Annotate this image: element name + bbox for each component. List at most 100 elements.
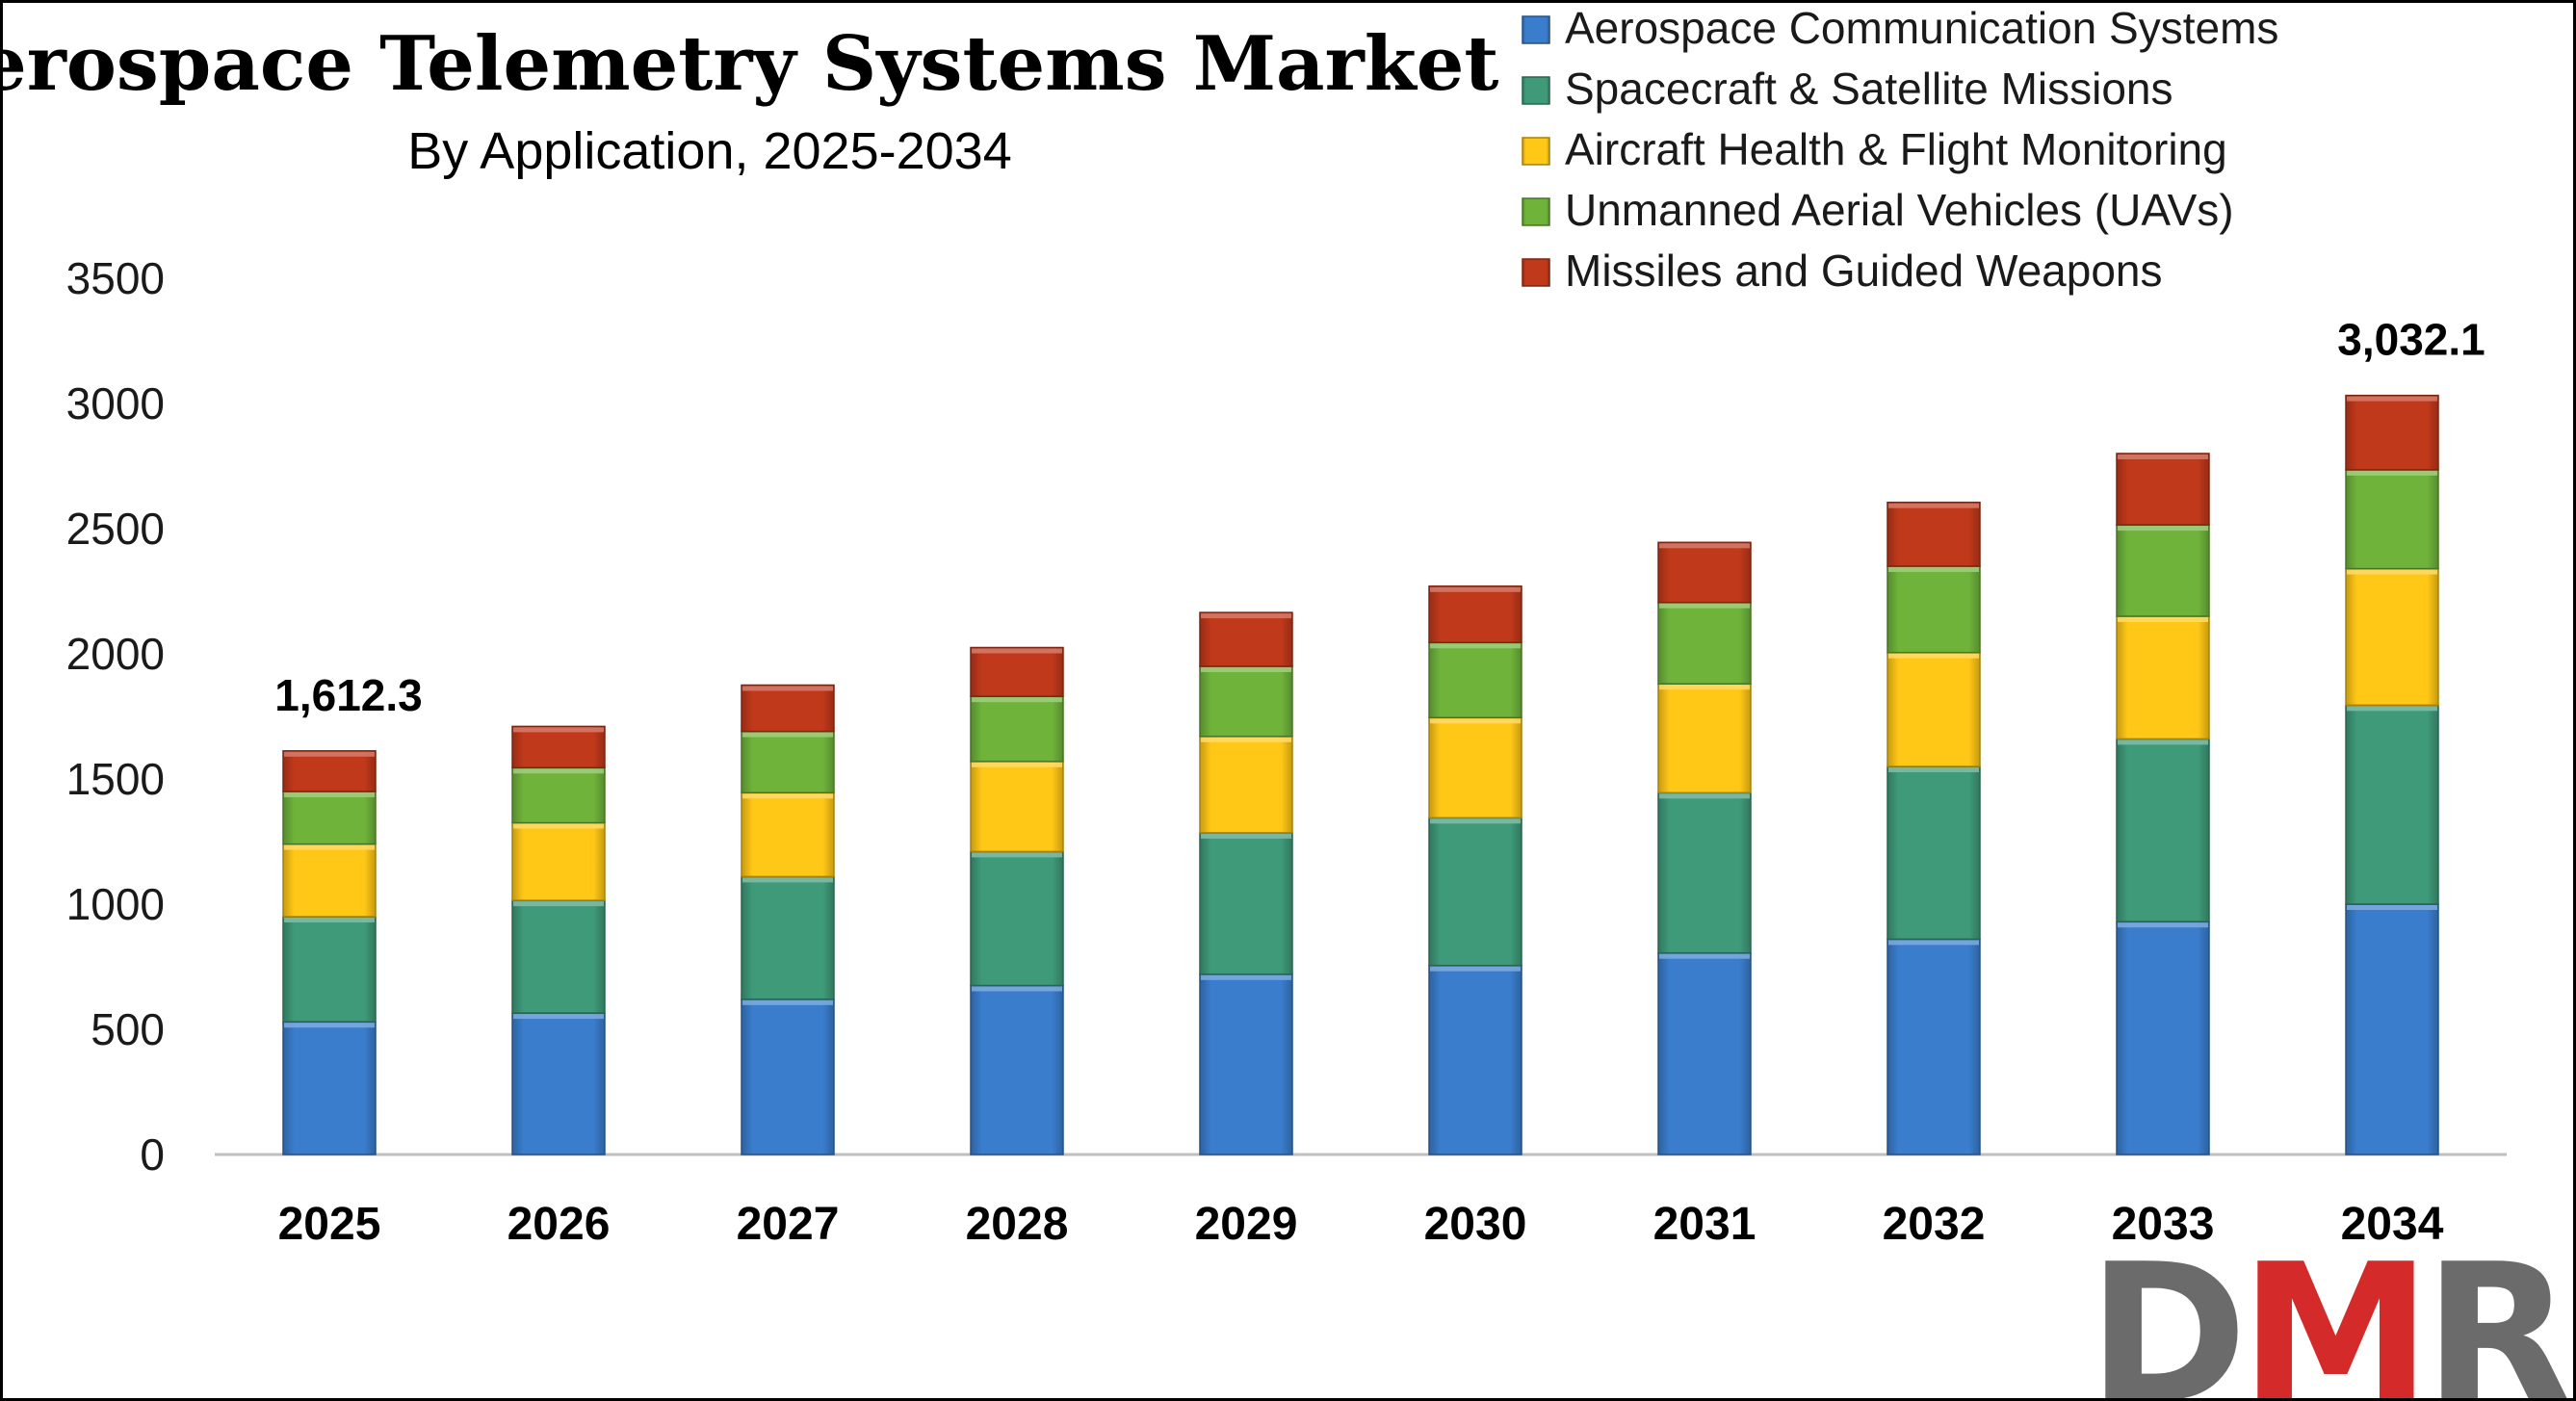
bar-segment-highlight bbox=[972, 697, 1062, 703]
bar-segment-highlight bbox=[1430, 643, 1521, 649]
y-tick-label: 1500 bbox=[66, 754, 165, 804]
bar-segment bbox=[1657, 791, 1752, 954]
annotations-group: 1,612.3 3,032.1 bbox=[274, 315, 2485, 720]
legend-swatch bbox=[1522, 137, 1550, 166]
bar-segment bbox=[1428, 585, 1522, 644]
dmr-logo-letter: D bbox=[2088, 1223, 2240, 1401]
bar-segment-highlight bbox=[2347, 396, 2437, 402]
legend-label: Spacecraft & Satellite Missions bbox=[1565, 64, 2173, 114]
legend-label: Aerospace Communication Systems bbox=[1565, 3, 2278, 53]
bar-segment-highlight bbox=[513, 1014, 604, 1020]
x-tick-label: 2032 bbox=[1883, 1199, 1986, 1250]
bar-segment-highlight bbox=[284, 1023, 375, 1028]
bar-segment bbox=[511, 1012, 606, 1155]
bar-segment-highlight bbox=[1201, 613, 1291, 619]
bar-segment bbox=[2345, 469, 2439, 570]
bar-segment-highlight bbox=[284, 844, 375, 850]
bar-segment bbox=[1428, 716, 1522, 819]
bar-segment-highlight bbox=[1201, 974, 1291, 980]
bar-segment bbox=[741, 999, 835, 1155]
bar-segment-highlight bbox=[1888, 653, 1979, 659]
bar-segment bbox=[1199, 665, 1293, 738]
bar-segment bbox=[1886, 765, 1981, 941]
bar-segment bbox=[1886, 565, 1981, 654]
chart-title: Aerospace Telemetry Systems Market bbox=[3, 20, 1498, 108]
bar-segment-highlight bbox=[1430, 818, 1521, 824]
y-tick-label: 1000 bbox=[66, 879, 165, 929]
bars-group bbox=[282, 394, 2439, 1155]
bar-segment bbox=[1886, 651, 1981, 767]
bar-segment bbox=[282, 750, 377, 792]
bar-segment-highlight bbox=[513, 727, 604, 733]
bar-segment bbox=[970, 695, 1064, 763]
chart-subtitle: By Application, 2025-2034 bbox=[407, 122, 1011, 180]
bar-segment bbox=[282, 916, 377, 1023]
bar-segment-highlight bbox=[1201, 667, 1291, 672]
x-tick-label: 2033 bbox=[2112, 1199, 2215, 1250]
y-tick-label: 500 bbox=[91, 1004, 165, 1054]
bar-segment-highlight bbox=[972, 986, 1062, 992]
bar-segment bbox=[1886, 938, 1981, 1155]
bar-segment-highlight bbox=[2347, 905, 2437, 910]
bar-segment-highlight bbox=[513, 901, 604, 907]
bar-segment bbox=[2116, 615, 2210, 740]
bar-segment bbox=[2116, 524, 2210, 617]
bar-segment bbox=[1199, 832, 1293, 975]
bar-segment bbox=[1886, 501, 1981, 567]
x-tick-label: 2025 bbox=[278, 1199, 381, 1250]
dmr-logo-letter: M bbox=[2240, 1223, 2424, 1401]
bar-segment-highlight bbox=[742, 686, 833, 691]
bar-segment bbox=[970, 646, 1064, 697]
bar-segment-highlight bbox=[1201, 737, 1291, 742]
total-value-label: 3,032.1 bbox=[2337, 315, 2485, 365]
bar-segment-highlight bbox=[1659, 685, 1750, 690]
bar-segment bbox=[511, 766, 606, 824]
bar-segment bbox=[2116, 921, 2210, 1155]
bar-segment-highlight bbox=[1201, 833, 1291, 839]
legend: Aerospace Communication Systems Spacecraf… bbox=[1522, 3, 2278, 296]
x-tick-label: 2034 bbox=[2341, 1199, 2444, 1250]
bar-segment-highlight bbox=[2347, 470, 2437, 476]
bar-segment-highlight bbox=[2347, 569, 2437, 575]
y-tick-label: 3000 bbox=[66, 378, 165, 428]
y-tick-label: 3500 bbox=[66, 253, 165, 303]
legend-label: Missiles and Guided Weapons bbox=[1565, 246, 2162, 296]
legend-label: Aircraft Health & Flight Monitoring bbox=[1565, 124, 2227, 174]
x-axis: 2025 2026 2027 2028 2029 2030 2031 2032 2033 2034 bbox=[278, 1199, 2444, 1250]
bar-segment-highlight bbox=[1430, 718, 1521, 724]
legend-swatch bbox=[1522, 76, 1550, 105]
legend-label: Unmanned Aerial Vehicles (UAVs) bbox=[1565, 185, 2234, 235]
bar-segment-highlight bbox=[1888, 567, 1979, 572]
bar-segment bbox=[1428, 641, 1522, 719]
bar-segment-highlight bbox=[972, 648, 1062, 654]
bar-segment-highlight bbox=[1659, 603, 1750, 609]
bar-segment bbox=[282, 791, 377, 845]
bar-segment-highlight bbox=[742, 793, 833, 799]
bar-segment-highlight bbox=[2118, 454, 2208, 459]
bar-segment bbox=[741, 684, 835, 733]
bar-segment-highlight bbox=[284, 751, 375, 757]
bar-segment bbox=[1657, 601, 1752, 685]
bar-segment-highlight bbox=[1659, 793, 1750, 799]
x-tick-label: 2027 bbox=[737, 1199, 840, 1250]
y-tick-label: 0 bbox=[140, 1129, 165, 1180]
x-tick-label: 2028 bbox=[966, 1199, 1069, 1250]
y-tick-label: 2000 bbox=[66, 629, 165, 679]
bar-segment bbox=[1199, 973, 1293, 1155]
bar-segment bbox=[282, 1021, 377, 1155]
bar-segment-highlight bbox=[1888, 940, 1979, 946]
bar-segment-highlight bbox=[284, 918, 375, 922]
bar-segment bbox=[2345, 903, 2439, 1155]
bar-segment bbox=[741, 730, 835, 794]
bar-segment bbox=[1428, 964, 1522, 1155]
bar-segment bbox=[511, 899, 606, 1014]
x-tick-label: 2031 bbox=[1653, 1199, 1756, 1250]
bar-segment bbox=[1657, 541, 1752, 604]
bar-segment-highlight bbox=[513, 768, 604, 774]
bar-segment bbox=[970, 850, 1064, 987]
bar-segment-highlight bbox=[1888, 767, 1979, 772]
bar-segment-highlight bbox=[742, 877, 833, 883]
bar-segment-highlight bbox=[1430, 966, 1521, 972]
bar-segment-highlight bbox=[2118, 739, 2208, 745]
bar-segment-highlight bbox=[2118, 526, 2208, 532]
